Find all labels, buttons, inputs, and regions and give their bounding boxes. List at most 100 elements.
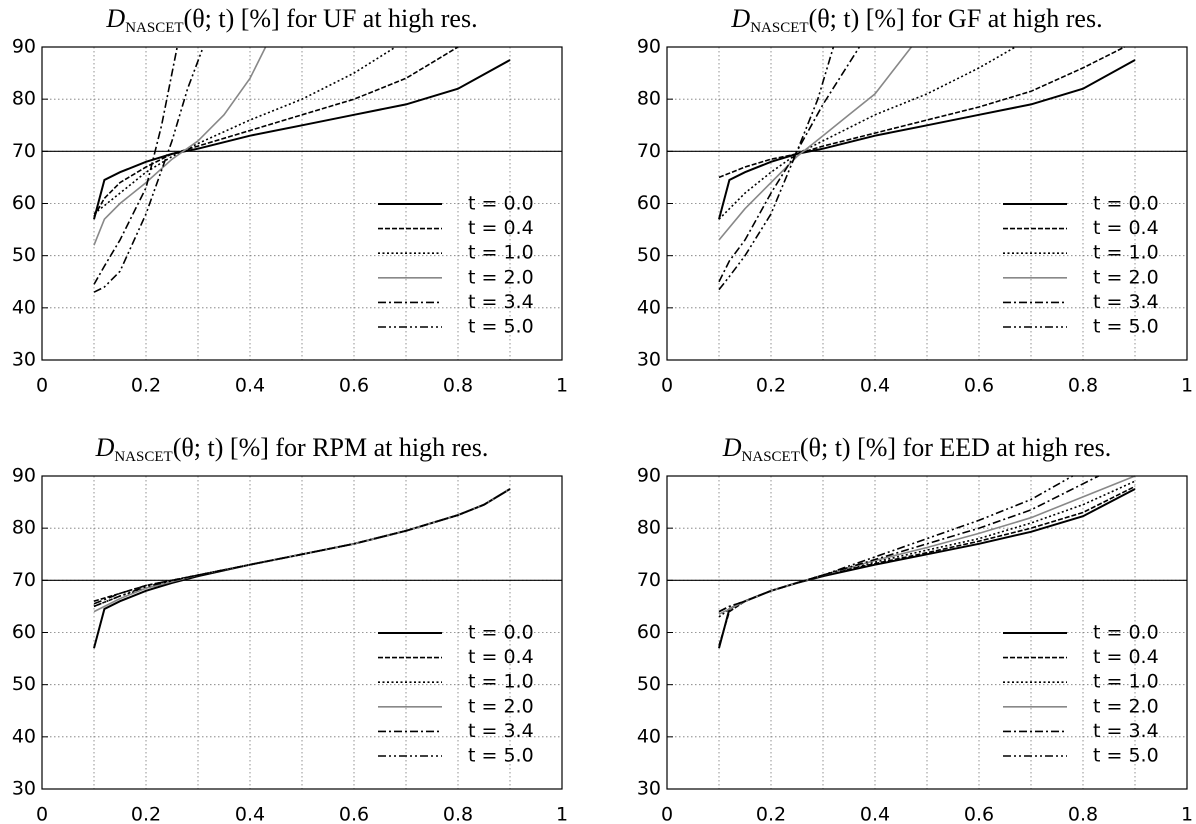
x-tick-label: 0.8 [1068, 804, 1098, 824]
legend-label: t = 3.4 [1093, 720, 1159, 742]
data-line [93, 59, 511, 220]
x-tick-label: 0.4 [860, 375, 890, 397]
title-part: D [722, 433, 742, 462]
data-line [93, 46, 397, 215]
y-tick-label: 60 [637, 621, 661, 643]
chart-title: DNASCET(θ; t) [%] for RPM at high res. [95, 433, 489, 465]
y-tick-label: 60 [12, 192, 36, 214]
legend-label: t = 5.0 [1093, 316, 1159, 338]
data-line [718, 46, 913, 241]
legend-label: t = 0.0 [468, 193, 534, 215]
y-tick-label: 80 [12, 88, 36, 110]
plot-frame [666, 46, 1188, 361]
y-tick-label: 70 [12, 569, 36, 591]
x-tick-label: 1 [1181, 804, 1193, 824]
data-line [718, 475, 1136, 615]
panel: DNASCET(θ; t) [%] for EED at high res. 30… [637, 433, 1193, 824]
data-line [718, 59, 1136, 220]
data-line [93, 46, 204, 293]
legend-label: t = 0.0 [468, 622, 534, 644]
x-tick-label: 0 [661, 804, 673, 824]
y-tick-label: 30 [637, 349, 661, 371]
legend-label: t = 2.0 [468, 695, 534, 717]
y-tick-label: 70 [12, 140, 36, 162]
legend-label: t = 0.4 [468, 646, 534, 668]
x-tick-label: 0.2 [756, 804, 786, 824]
chart-title: DNASCET(θ; t) [%] for GF at high res. [730, 4, 1102, 36]
legend-label: t = 1.0 [468, 671, 534, 693]
data-line [93, 46, 178, 285]
y-tick-label: 50 [12, 244, 36, 266]
x-tick-label: 0 [661, 375, 673, 397]
y-tick-label: 90 [12, 465, 36, 487]
legend-label: t = 0.4 [468, 217, 534, 239]
legend-label: t = 2.0 [468, 266, 534, 288]
title-part: NASCET [750, 20, 808, 36]
legend-label: t = 0.0 [1093, 193, 1159, 215]
title-part: D [105, 4, 125, 33]
data-line [93, 488, 511, 608]
y-tick-label: 90 [12, 36, 36, 58]
x-tick-label: 0.4 [235, 804, 265, 824]
legend-label: t = 1.0 [1093, 242, 1159, 264]
data-line [718, 475, 1099, 613]
title-part: NASCET [125, 20, 183, 36]
y-tick-label: 70 [637, 569, 661, 591]
x-tick-label: 1 [556, 804, 568, 824]
x-tick-label: 0.2 [131, 804, 161, 824]
panel: DNASCET(θ; t) [%] for GF at high res. 30 4… [637, 4, 1193, 397]
title-part: (θ; t) [%] for EED at high res. [800, 433, 1111, 462]
y-tick-label: 40 [12, 725, 36, 747]
chart-title: DNASCET(θ; t) [%] for UF at high res. [105, 4, 477, 36]
x-tick-label: 1 [1181, 375, 1193, 397]
title-part: (θ; t) [%] for RPM at high res. [173, 433, 489, 462]
title-part: NASCET [742, 449, 800, 465]
data-line [718, 485, 1136, 646]
legend-label: t = 0.4 [1093, 646, 1159, 668]
x-tick-label: 0.4 [860, 804, 890, 824]
title-part: NASCET [114, 449, 172, 465]
y-tick-label: 50 [637, 244, 661, 266]
legend-label: t = 3.4 [468, 720, 534, 742]
legend-label: t = 2.0 [1093, 695, 1159, 717]
x-tick-label: 0.6 [339, 375, 369, 397]
legend-label: t = 1.0 [1093, 671, 1159, 693]
x-tick-label: 0 [36, 375, 48, 397]
y-tick-label: 60 [637, 192, 661, 214]
data-line [93, 46, 267, 246]
y-tick-label: 40 [637, 725, 661, 747]
data-line [93, 488, 511, 608]
x-tick-label: 0.6 [339, 804, 369, 824]
x-tick-label: 0.4 [235, 375, 265, 397]
panel: DNASCET(θ; t) [%] for UF at high res. 30 4… [12, 4, 568, 397]
legend-label: t = 3.4 [1093, 291, 1159, 313]
chart-title: DNASCET(θ; t) [%] for EED at high res. [722, 433, 1111, 465]
y-tick-label: 40 [637, 296, 661, 318]
data-line [93, 488, 511, 605]
x-tick-label: 1 [556, 375, 568, 397]
x-tick-label: 0.2 [131, 375, 161, 397]
y-tick-label: 30 [12, 349, 36, 371]
legend-label: t = 5.0 [1093, 745, 1159, 767]
panel: DNASCET(θ; t) [%] for RPM at high res. 30… [12, 433, 568, 824]
title-part: D [730, 4, 750, 33]
legend-label: t = 0.0 [1093, 622, 1159, 644]
y-tick-label: 50 [12, 673, 36, 695]
y-tick-label: 50 [637, 673, 661, 695]
data-line [718, 46, 861, 283]
y-tick-label: 90 [637, 36, 661, 58]
y-tick-label: 80 [637, 88, 661, 110]
legend-label: t = 1.0 [468, 242, 534, 264]
y-tick-label: 90 [637, 465, 661, 487]
data-line [718, 46, 835, 291]
data-line [718, 475, 1073, 613]
data-line [93, 46, 459, 217]
y-tick-label: 80 [12, 517, 36, 539]
y-tick-label: 30 [637, 778, 661, 800]
title-part: D [95, 433, 115, 462]
legend-label: t = 5.0 [468, 316, 534, 338]
y-tick-label: 70 [637, 140, 661, 162]
x-tick-label: 0.6 [964, 375, 994, 397]
y-tick-label: 40 [12, 296, 36, 318]
